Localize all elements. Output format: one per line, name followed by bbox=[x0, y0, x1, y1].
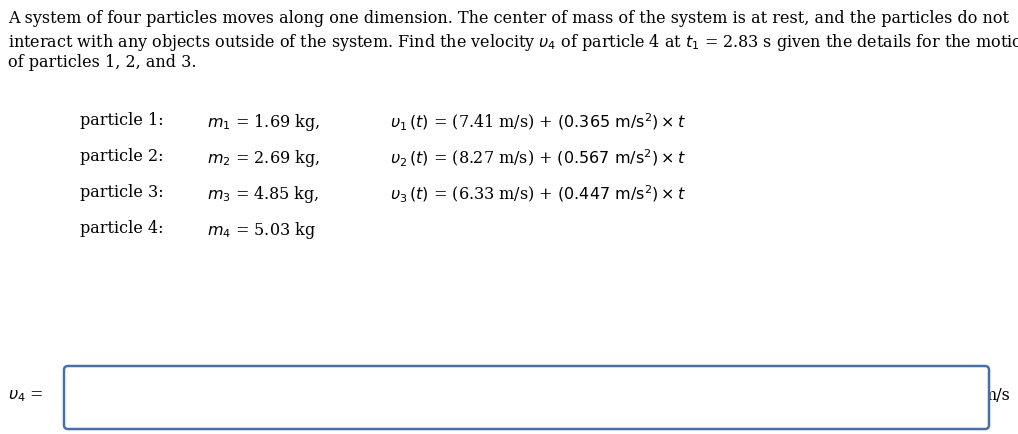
Text: $\upsilon_4$ =: $\upsilon_4$ = bbox=[8, 387, 44, 404]
Text: of particles 1, 2, and 3.: of particles 1, 2, and 3. bbox=[8, 54, 196, 71]
Text: A system of four particles moves along one dimension. The center of mass of the : A system of four particles moves along o… bbox=[8, 10, 1009, 27]
Text: interact with any objects outside of the system. Find the velocity $\upsilon_4$ : interact with any objects outside of the… bbox=[8, 32, 1018, 53]
Text: m/s: m/s bbox=[981, 387, 1010, 404]
Text: particle 3:: particle 3: bbox=[80, 184, 164, 201]
Text: $\upsilon_1\,(t)$ = (7.41 m/s) + $\left(0.365\ \mathrm{m/s^2}\right) \times t$: $\upsilon_1\,(t)$ = (7.41 m/s) + $\left(… bbox=[390, 112, 686, 133]
Text: $\upsilon_2\,(t)$ = (8.27 m/s) + $\left(0.567\ \mathrm{m/s^2}\right) \times t$: $\upsilon_2\,(t)$ = (8.27 m/s) + $\left(… bbox=[390, 148, 686, 169]
Text: particle 4:: particle 4: bbox=[80, 220, 164, 237]
Text: $m_2$ = 2.69 kg,: $m_2$ = 2.69 kg, bbox=[207, 148, 320, 169]
Text: $m_1$ = 1.69 kg,: $m_1$ = 1.69 kg, bbox=[207, 112, 320, 133]
FancyBboxPatch shape bbox=[64, 366, 989, 429]
Text: particle 2:: particle 2: bbox=[80, 148, 164, 165]
Text: $\upsilon_3\,(t)$ = (6.33 m/s) + $\left(0.447\ \mathrm{m/s^2}\right) \times t$: $\upsilon_3\,(t)$ = (6.33 m/s) + $\left(… bbox=[390, 184, 686, 205]
Text: particle 1:: particle 1: bbox=[80, 112, 164, 129]
Text: $m_3$ = 4.85 kg,: $m_3$ = 4.85 kg, bbox=[207, 184, 320, 205]
Text: $m_4$ = 5.03 kg: $m_4$ = 5.03 kg bbox=[207, 220, 316, 241]
